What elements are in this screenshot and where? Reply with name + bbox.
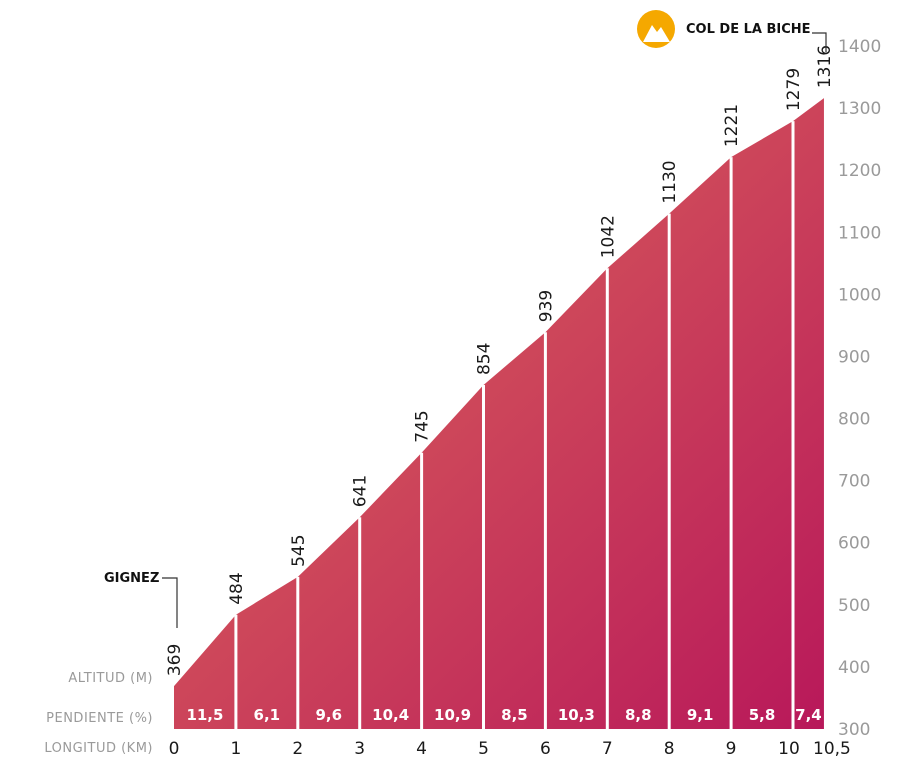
y-tick-label: 1000: [838, 285, 881, 305]
y-tick-label: 700: [838, 472, 870, 492]
x-tick-label: 8: [664, 739, 675, 759]
summit-place-label: COL DE LA BICHE: [686, 22, 811, 37]
gradient-labels: 11,5 6,1 9,6 10,4 10,9 8,5 10,3 8,8 9,1 5,8 7,4: [186, 706, 821, 724]
altitude-value: 939: [536, 290, 556, 322]
altitude-value: 1130: [660, 160, 680, 203]
km-separators: [234, 121, 795, 729]
gradient-value: 9,6: [315, 706, 342, 724]
summit-leader-line: [812, 32, 827, 52]
elevation-area: [174, 98, 824, 729]
gradient-value: 5,8: [749, 706, 776, 724]
gradient-value: 7,4: [795, 706, 822, 724]
summit-marker: COL DE LA BICHE: [637, 10, 827, 52]
x-tick-label: 0: [169, 739, 180, 759]
altitude-value: 369: [165, 644, 185, 676]
gradient-value: 10,3: [558, 706, 595, 724]
mountain-icon: [637, 10, 675, 48]
gradient-value: 8,5: [501, 706, 528, 724]
y-tick-label: 500: [838, 596, 870, 616]
x-tick-label: 1: [230, 739, 241, 759]
y-tick-label: 300: [838, 720, 870, 740]
distance-row-label: LONGITUD (KM): [44, 741, 153, 756]
start-leader-line: [162, 577, 178, 628]
gradient-row-label: PENDIENTE (%): [46, 711, 153, 726]
altitude-value: 745: [413, 410, 433, 442]
gradient-value: 8,8: [625, 706, 652, 724]
y-tick-label: 1400: [838, 37, 881, 57]
y-tick-label: 1300: [838, 99, 881, 119]
gradient-value: 11,5: [186, 706, 223, 724]
altitude-value: 641: [351, 475, 371, 507]
altitude-value: 854: [475, 343, 495, 375]
altitude-labels: 369 484 545 641 745 854 939 1042 1130 1221 1279 131…: [165, 45, 835, 676]
y-tick-label: 1100: [838, 223, 881, 243]
x-tick-label: 6: [540, 739, 551, 759]
x-axis-ticks: 0 1 2 3 4 5 6 7 8 9 10 10,5: [169, 739, 851, 759]
x-tick-label: 5: [478, 739, 489, 759]
x-tick-label: 3: [354, 739, 365, 759]
x-tick-label: 9: [726, 739, 737, 759]
altitude-value: 1042: [598, 215, 618, 258]
altitude-row-label: ALTITUD (M): [68, 671, 153, 686]
altitude-value: 545: [289, 534, 309, 566]
gradient-value: 10,4: [372, 706, 409, 724]
altitude-value: 1221: [722, 104, 742, 147]
y-tick-label: 400: [838, 658, 870, 678]
x-tick-label: 7: [602, 739, 613, 759]
y-tick-label: 600: [838, 534, 870, 554]
x-tick-label: 10: [778, 739, 800, 759]
x-tick-label: 10,5: [813, 739, 851, 759]
altitude-value: 1279: [784, 68, 804, 111]
gradient-value: 6,1: [254, 706, 281, 724]
altitude-value: 484: [227, 572, 247, 604]
altitude-value: 1316: [815, 45, 835, 88]
y-tick-label: 900: [838, 347, 870, 367]
mountain-peaks: [643, 25, 670, 42]
y-tick-label: 1200: [838, 161, 881, 181]
gradient-value: 9,1: [687, 706, 714, 724]
y-axis-ticks: 1400 1300 1200 1100 1000 900 800 700 600 500 400 30…: [838, 37, 881, 740]
x-tick-label: 2: [292, 739, 303, 759]
x-tick-label: 4: [416, 739, 427, 759]
y-tick-label: 800: [838, 410, 870, 430]
gradient-value: 10,9: [434, 706, 471, 724]
start-place-label: GIGNEZ: [104, 571, 159, 586]
